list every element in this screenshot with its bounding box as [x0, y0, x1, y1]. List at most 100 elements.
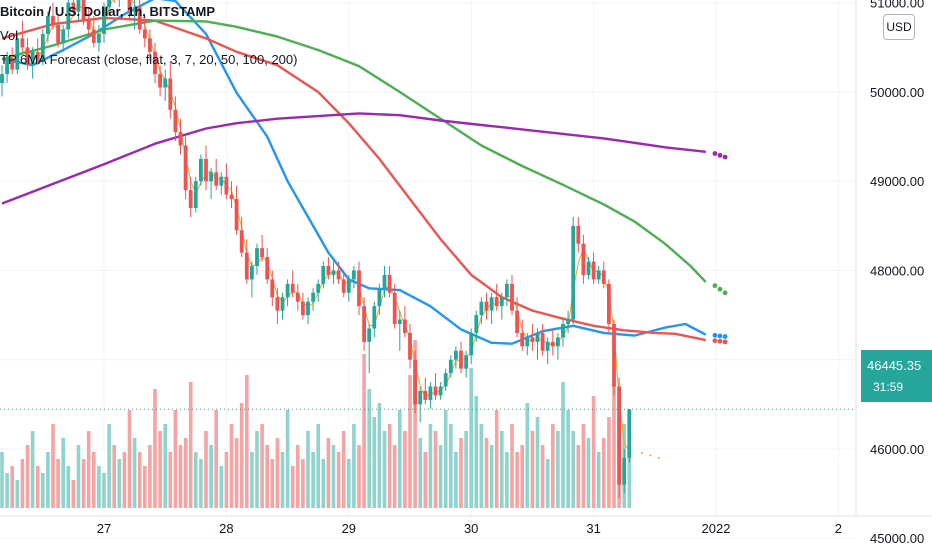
candle-body [499, 297, 504, 307]
volume-bar [275, 438, 280, 508]
ma-forecast-dot-20 [712, 332, 718, 338]
candle-body [214, 172, 219, 186]
currency-button[interactable]: USD [883, 14, 915, 40]
candle-body [107, 0, 111, 8]
candle-body [244, 252, 249, 280]
candle-body [265, 257, 270, 280]
volume-bar [306, 431, 310, 508]
candle-body [418, 390, 423, 405]
price-axis-bg[interactable] [856, 0, 932, 516]
volume-bar [10, 466, 14, 508]
time-tick-label: 29 [342, 521, 356, 536]
volume-bar [158, 431, 162, 508]
candle-body [158, 74, 162, 88]
candle-body [255, 248, 259, 266]
volume-bar [239, 403, 244, 508]
candle-body [397, 319, 402, 325]
time-tick-label: 2 [835, 521, 842, 536]
candle-body [479, 301, 484, 316]
volume-bar [30, 431, 35, 508]
volume-bar [132, 438, 137, 508]
volume-bar [336, 452, 341, 508]
volume-bar [51, 424, 55, 508]
candle-body [321, 266, 326, 284]
candle-body [469, 332, 474, 356]
price-tick-label: 51000.00 [870, 0, 924, 11]
volume-bar [433, 431, 438, 508]
candle-body [76, 0, 81, 12]
volume-bar [596, 452, 601, 508]
volume-bar [280, 452, 285, 508]
candle-body [540, 332, 545, 351]
candle-body [30, 51, 35, 66]
candle-body [239, 230, 244, 253]
candle-body [525, 337, 530, 347]
candle-body [142, 29, 147, 39]
candle-body [326, 266, 331, 275]
candle-body [280, 297, 285, 311]
candle-body [91, 29, 96, 43]
candle-body [295, 292, 300, 302]
candle-body [382, 274, 387, 289]
candle-body [0, 74, 4, 84]
candle-body [474, 315, 479, 333]
candle-body [464, 355, 468, 369]
ma-forecast-dot-100 [722, 290, 728, 296]
volume-bar [331, 445, 336, 508]
candle-body [270, 279, 275, 298]
volume-bar [321, 459, 326, 508]
candle-body [367, 328, 372, 342]
volume-bar [250, 452, 254, 508]
volume-bar [265, 445, 269, 508]
volume-bar [515, 452, 519, 508]
volume-bar [204, 431, 208, 508]
candle-body [193, 181, 198, 208]
volume-bar [357, 445, 361, 508]
ma-forecast-dot-100 [712, 283, 718, 289]
candle-body [25, 47, 30, 66]
time-tick-label: 27 [97, 521, 111, 536]
chart-grid [0, 0, 856, 539]
indicator-legend[interactable]: TP 6MA Forecast (close, flat, 3, 7, 20, … [0, 52, 298, 67]
volume-bar [489, 445, 494, 508]
ma-forecast-dot-3 [649, 454, 652, 457]
candle-body [346, 279, 351, 293]
symbol-title[interactable]: Bitcoin / U.S. Dollar, 1h, BITSTAMP [0, 4, 216, 19]
volume-bar [20, 459, 25, 508]
time-axis[interactable]: 27 28 29 30 31 2022 2 [0, 0, 932, 536]
volume-bar [137, 452, 142, 508]
volume-legend[interactable]: Vol [0, 28, 19, 43]
volume-bar [290, 466, 295, 508]
volume-bar [260, 424, 264, 508]
candle-body [5, 58, 9, 75]
candle-body [97, 33, 101, 43]
volume-bar [474, 396, 479, 508]
volume-bar [270, 459, 275, 508]
chart-legend: Bitcoin / U.S. Dollar, 1h, BITSTAMP Vol … [0, 0, 297, 72]
volume-bar [459, 438, 463, 508]
volume-bar [25, 445, 30, 508]
candle-body [505, 283, 509, 298]
volume-bar [5, 473, 9, 508]
volume-bar [500, 431, 504, 508]
candle-body [10, 58, 15, 70]
bar-countdown: 31:59 [873, 380, 904, 394]
candle-body [137, 7, 142, 30]
volume-bar [352, 424, 356, 508]
candle-body [285, 283, 290, 298]
candle-body [168, 78, 173, 110]
volume-bar [602, 438, 606, 508]
candle-body [392, 292, 397, 325]
volume-bar [153, 389, 157, 508]
candle-body [413, 359, 417, 405]
volume-bar [418, 438, 422, 508]
candle-body [571, 225, 576, 320]
volume-bar [194, 452, 198, 508]
candle-body [494, 297, 499, 307]
volume-bar [81, 459, 86, 508]
volume-bar [311, 452, 315, 508]
candle-body [510, 283, 514, 311]
volume-bar [372, 417, 377, 508]
volume-bar [143, 466, 147, 508]
